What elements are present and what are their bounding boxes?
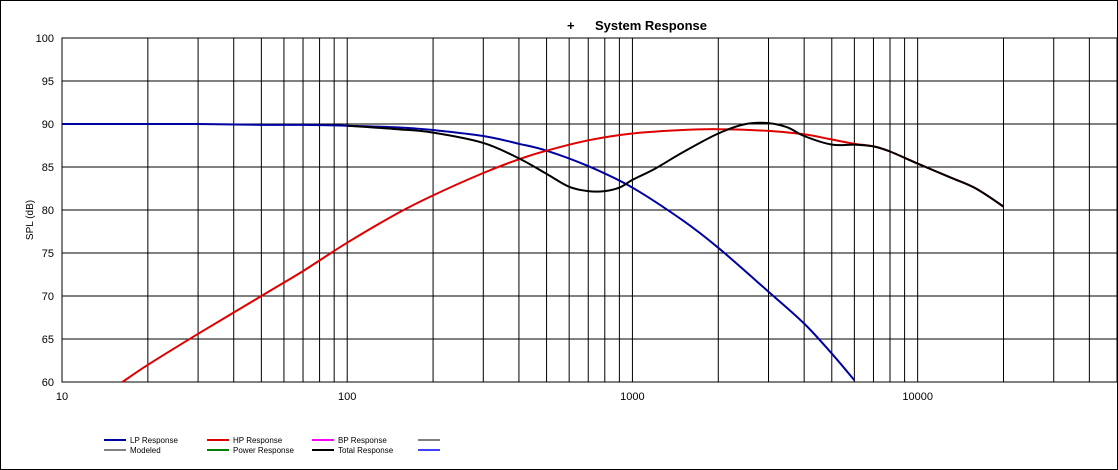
legend-label: Total Response <box>338 446 394 455</box>
y-tick-label: 90 <box>42 119 54 131</box>
legend-label: BP Response <box>338 436 387 445</box>
legend: LP Response HP Response BP Response Modeled… <box>104 436 440 455</box>
y-tick-label: 75 <box>42 248 54 260</box>
y-tick-label: 85 <box>42 162 54 174</box>
x-tick-label: 10000 <box>902 391 933 403</box>
x-tick-labels: 10 100 1000 10000 <box>56 391 933 403</box>
series-line-total-response <box>347 121 1005 208</box>
plot-area-border <box>61 37 1118 383</box>
x-tick-label: 100 <box>338 391 356 403</box>
y-tick-label: 100 <box>36 33 54 45</box>
grid-lines <box>61 37 1117 383</box>
y-axis-label: SPL (dB) <box>25 200 36 240</box>
y-tick-label: 70 <box>42 291 54 303</box>
chart-title: System Response <box>595 18 707 33</box>
y-tick-label: 95 <box>42 76 54 88</box>
legend-label: LP Response <box>130 436 178 445</box>
legend-label: Power Response <box>233 446 294 455</box>
x-tick-label: 10 <box>56 391 68 403</box>
series-lines <box>62 121 1005 383</box>
x-tick-label: 1000 <box>620 391 644 403</box>
title-marker: + <box>567 18 575 33</box>
y-tick-labels: 100 95 90 85 80 75 70 65 60 <box>36 33 54 389</box>
y-tick-label: 65 <box>42 334 54 346</box>
series-line-lp-response <box>62 122 856 381</box>
legend-label: Modeled <box>130 446 161 455</box>
y-tick-label: 60 <box>42 377 54 389</box>
y-tick-label: 80 <box>42 205 54 217</box>
legend-label: HP Response <box>233 436 283 445</box>
